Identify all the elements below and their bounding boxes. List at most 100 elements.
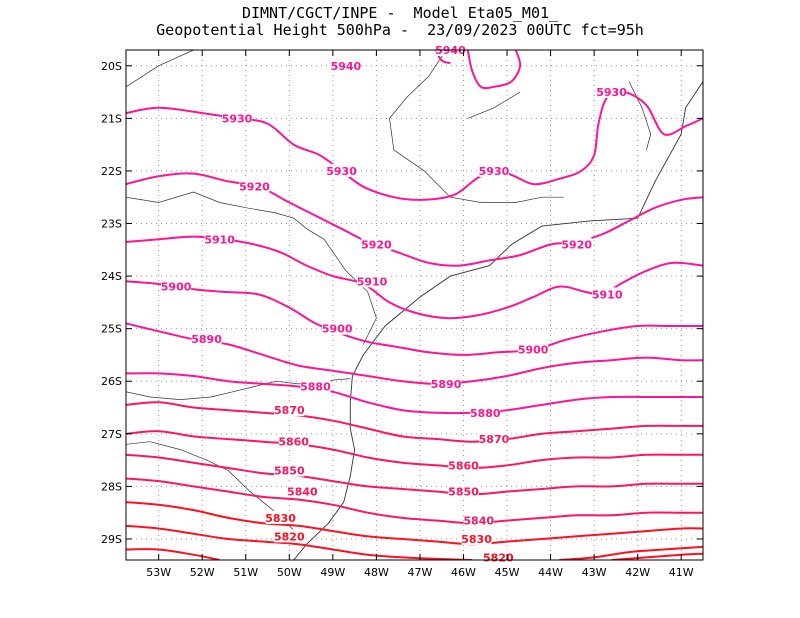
contour-5940: [466, 50, 522, 90]
x-axis-ticks: 53W 52W 51W 50W 49W 48W 47W 46W 45W 44W 43W 42W 41W: [146, 50, 694, 579]
y-tick-label: 26S: [101, 375, 122, 388]
y-tick-label: 29S: [101, 533, 122, 546]
contour-label-bg: [361, 237, 392, 251]
contour-label-bg: [330, 58, 361, 72]
contour-label-bg: [300, 379, 331, 393]
contour-label-bg: [448, 484, 479, 498]
y-tick-label: 24S: [101, 270, 122, 283]
contour-label: 5930: [326, 165, 357, 178]
contour-label-bg: [322, 321, 353, 335]
figure-title-line-1: DIMNT/CGCT/INPE - Model Eta05_M01_: [241, 4, 559, 22]
contour-5810: [611, 552, 703, 560]
x-tick-label: 52W: [190, 566, 215, 579]
x-tick-label: 43W: [582, 566, 607, 579]
contour-5810: [126, 548, 220, 560]
x-tick-label: 45W: [495, 566, 520, 579]
state-border: [628, 81, 652, 150]
contour-label-bg: [478, 432, 509, 446]
contour-label-bg: [592, 287, 623, 301]
contour-5920: [126, 172, 703, 267]
contour-5890: [126, 322, 703, 385]
contour-label: 5860: [278, 436, 309, 449]
contour-label-bg: [463, 513, 494, 527]
contour-label: 5930: [596, 86, 627, 99]
contour-label: 5900: [161, 281, 192, 294]
contour-label: 5900: [322, 323, 353, 336]
y-tick-label: 23S: [101, 218, 122, 231]
contour-label-bg: [357, 274, 388, 288]
x-tick-label: 48W: [364, 566, 389, 579]
x-tick-label: 42W: [625, 566, 650, 579]
contour-label-bg: [518, 342, 549, 356]
contour-label: 5910: [357, 275, 388, 288]
state-border: [389, 50, 564, 203]
contour-label: 5890: [191, 333, 222, 346]
contour-label: 5870: [479, 433, 510, 446]
contour-label-bg: [161, 279, 192, 293]
y-tick-label: 25S: [101, 323, 122, 336]
contour-5820: [126, 524, 473, 560]
plot-frame: [125, 49, 704, 561]
x-tick-label: 49W: [320, 566, 345, 579]
x-tick-label: 41W: [669, 566, 694, 579]
contour-5870: [126, 401, 703, 443]
contour-label: 5910: [204, 233, 235, 246]
coast-line: [293, 81, 703, 560]
contour-label-bg: [222, 111, 253, 125]
contour-label-bg: [274, 529, 305, 543]
contour-5820: [559, 545, 703, 560]
state-border: [126, 191, 377, 345]
contour-5910: [126, 235, 703, 320]
contour-label: 5820: [274, 530, 305, 543]
y-tick-label: 27S: [101, 428, 122, 441]
y-tick-label: 20S: [101, 60, 122, 73]
y-tick-label: 21S: [101, 112, 122, 125]
contour-label: 5830: [461, 533, 492, 546]
contour-label-bg: [278, 434, 309, 448]
contour-label-bg: [478, 163, 509, 177]
contour-label: 5830: [265, 512, 296, 525]
state-border: [126, 50, 194, 88]
contour-label-bg: [470, 405, 501, 419]
figure-title-line-2: Geopotential Height 500hPa - 23/09/2023 …: [156, 21, 644, 39]
contour-label-bg: [561, 237, 592, 251]
contour-label: 5890: [431, 378, 462, 391]
contour-label-bg: [596, 85, 627, 99]
contour-label: 5840: [287, 486, 318, 499]
x-tick-label: 44W: [538, 566, 563, 579]
contour-5860: [126, 430, 703, 470]
contour-lines: [126, 50, 703, 560]
contour-label: 5920: [239, 181, 270, 194]
contour-label: 5860: [448, 459, 479, 472]
contour-label-bg: [448, 458, 479, 472]
contour-label-bg: [287, 484, 318, 498]
contour-label: 5820: [483, 551, 514, 564]
contour-label: 5850: [448, 486, 479, 499]
contour-label: 5940: [331, 60, 362, 73]
x-tick-label: 51W: [233, 566, 258, 579]
x-tick-label: 50W: [277, 566, 302, 579]
political-borders: [126, 50, 652, 540]
contour-label-bg: [431, 376, 462, 390]
state-border: [467, 91, 521, 119]
contour-label: 5880: [470, 407, 501, 420]
contour-label: 5930: [479, 165, 510, 178]
contour-label: 5900: [518, 344, 549, 357]
contour-label: 5930: [222, 112, 253, 125]
contour-5900: [126, 280, 703, 356]
contour-label-bg: [326, 163, 357, 177]
y-tick-label: 28S: [101, 480, 122, 493]
contour-5850: [126, 453, 703, 496]
contour-label: 5920: [361, 239, 392, 252]
contour-label-bg: [265, 510, 296, 524]
contour-label-bg: [274, 463, 305, 477]
contour-5880: [126, 372, 703, 415]
contour-label-bg: [239, 179, 270, 193]
contour-label-bg: [191, 332, 222, 346]
x-tick-label: 53W: [146, 566, 171, 579]
contour-5830: [126, 501, 703, 546]
contour-label-bg: [204, 232, 235, 246]
